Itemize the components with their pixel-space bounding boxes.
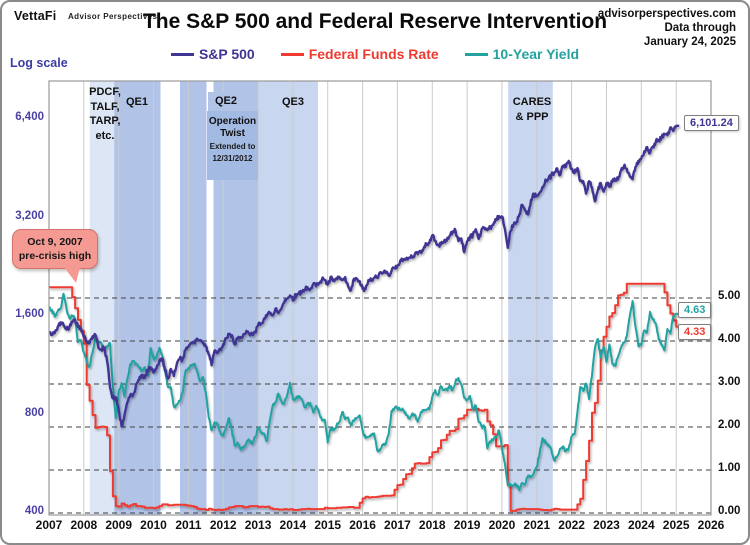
operation-twist-box: Operation Twist Extended to 12/31/2012 xyxy=(207,111,258,180)
plot-border xyxy=(48,80,712,516)
left-tick-6400: 6,400 xyxy=(15,111,44,123)
vettafi-logo: VettaFi xyxy=(14,9,57,23)
ten-year-end-value: 4.63 xyxy=(678,302,712,318)
source-site: advisorperspectives.com xyxy=(597,8,736,20)
operation-twist-line4: 12/31/2012 xyxy=(212,154,253,163)
year-tick-2019: 2019 xyxy=(453,518,481,532)
year-tick-2021: 2021 xyxy=(523,518,551,532)
legend-label-ten-year: 10-Year Yield xyxy=(492,46,580,62)
qe3-label: QE3 xyxy=(281,96,304,108)
operation-twist-line2: Twist xyxy=(220,128,245,139)
right-tick-3.00: 3.00 xyxy=(718,376,741,388)
year-tick-2020: 2020 xyxy=(488,518,516,532)
year-tick-2007: 2007 xyxy=(35,518,63,532)
year-tick-2012: 2012 xyxy=(209,518,237,532)
legend: S&P 500 Federal Funds Rate 10-Year Yield xyxy=(2,46,748,62)
year-tick-2017: 2017 xyxy=(384,518,411,532)
log-scale-label: Log scale xyxy=(10,56,68,70)
year-tick-2025: 2025 xyxy=(662,518,690,532)
fed-funds-line-swatch xyxy=(280,52,304,56)
precrisis-callout-tail xyxy=(64,267,80,283)
source-block: advisorperspectives.com Data through Jan… xyxy=(598,7,736,49)
year-tick-2008: 2008 xyxy=(70,518,98,532)
year-tick-2018: 2018 xyxy=(418,518,446,532)
fed-funds-end-value: 4.33 xyxy=(678,324,712,340)
year-tick-2024: 2024 xyxy=(627,518,655,532)
operation-twist-line1: Operation xyxy=(208,116,257,127)
left-tick-800: 800 xyxy=(24,406,44,419)
year-tick-2022: 2022 xyxy=(558,518,585,532)
pdcf-line3: TARP, xyxy=(89,115,121,127)
year-tick-2026: 2026 xyxy=(697,518,725,532)
precrisis-line2: pre-crisis high xyxy=(18,250,92,262)
year-tick-2009: 2009 xyxy=(105,518,133,532)
left-tick-400: 400 xyxy=(24,505,44,517)
data-series xyxy=(49,124,680,512)
legend-item-ten-year: 10-Year Yield xyxy=(464,46,580,62)
ten-year-yield-line xyxy=(49,292,680,492)
right-tick-4.00: 4.00 xyxy=(718,333,741,345)
legend-label-fed-funds: Federal Funds Rate xyxy=(308,46,439,62)
chart-title: The S&P 500 and Federal Reserve Interven… xyxy=(142,10,608,33)
legend-label-sp500: S&P 500 xyxy=(198,46,255,62)
cares-ppp-label: CARES & PPP xyxy=(501,95,563,124)
pdcf-talf-tarp-label: PDCF, TALF, TARP, etc. xyxy=(77,85,133,143)
qe1-label: QE1 xyxy=(125,96,148,108)
right-tick-0.00: 0.00 xyxy=(718,505,741,517)
pdcf-line1: PDCF, xyxy=(89,86,121,98)
sp500-end-value: 6,101.24 xyxy=(684,115,739,131)
pdcf-line2: TALF, xyxy=(90,100,120,113)
sp500-line-swatch xyxy=(170,52,194,56)
left-tick-1600: 1,600 xyxy=(15,308,44,320)
year-tick-2010: 2010 xyxy=(140,518,167,532)
precrisis-line1: Oct 9, 2007 xyxy=(27,236,83,248)
cares-line1: CARES xyxy=(512,96,552,108)
year-tick-2013: 2013 xyxy=(244,518,272,532)
year-tick-2014: 2014 xyxy=(279,518,307,532)
left-tick-3200: 3,200 xyxy=(15,209,44,222)
fed-funds-line xyxy=(49,282,680,512)
year-tick-2015: 2015 xyxy=(314,518,342,532)
advisor-perspectives-logo-text: Advisor Perspectives xyxy=(68,12,158,21)
right-tick-2.00: 2.00 xyxy=(718,419,741,431)
data-through-label: Data through xyxy=(664,22,736,34)
cares-line2: & PPP xyxy=(515,110,549,123)
operation-twist-line3: Extended to xyxy=(209,142,256,151)
data-through-date: January 24, 2025 xyxy=(643,36,736,48)
right-tick-5.00: 5.00 xyxy=(718,290,741,302)
right-tick-1.00: 1.00 xyxy=(718,462,741,474)
year-tick-2011: 2011 xyxy=(175,518,202,532)
year-tick-2016: 2016 xyxy=(349,518,376,532)
pdcf-line4: etc. xyxy=(95,129,115,142)
year-tick-2023: 2023 xyxy=(593,518,620,532)
sp500-line xyxy=(49,124,680,428)
precrisis-callout: Oct 9, 2007 pre-crisis high xyxy=(12,229,98,269)
qe2-label: QE2 xyxy=(208,92,245,111)
legend-item-sp500: S&P 500 xyxy=(170,46,255,62)
ten-year-line-swatch xyxy=(464,52,488,56)
legend-item-fed-funds: Federal Funds Rate xyxy=(280,46,439,62)
plot-frame xyxy=(48,80,712,516)
